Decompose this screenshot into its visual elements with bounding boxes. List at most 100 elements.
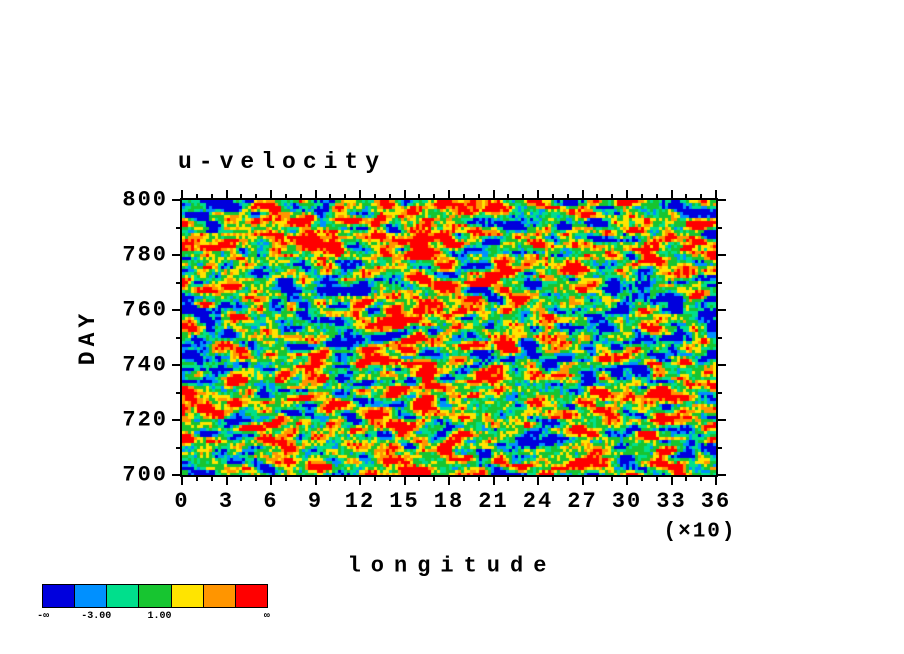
tick-mark	[403, 475, 406, 485]
tick-mark	[240, 194, 243, 200]
tick-mark	[388, 475, 391, 481]
tick-mark	[433, 194, 436, 200]
tick-mark	[270, 190, 272, 200]
x-tick-label: 0	[174, 489, 190, 514]
colorbar-segment	[43, 585, 76, 607]
tick-mark	[522, 475, 525, 481]
tick-mark	[655, 194, 658, 200]
x-tick-label: 6	[263, 489, 279, 514]
tick-mark	[373, 475, 376, 481]
tick-mark	[359, 190, 361, 200]
tick-mark	[181, 190, 183, 200]
plot-area: 800 780 760 740 720 700 0 3 6 9 12 15 18 21 24 27 30 33 36	[122, 188, 729, 515]
tick-mark	[626, 475, 628, 485]
y-tick-label: 800	[122, 187, 168, 213]
colorbar-label: 1.00	[147, 611, 172, 622]
tick-mark	[670, 475, 673, 485]
x-tick-label: 30	[611, 489, 643, 514]
tick-mark	[715, 190, 717, 200]
tick-mark	[716, 446, 722, 449]
y-axis-title: DAY	[75, 308, 101, 366]
tick-mark	[172, 254, 182, 256]
x-tick-label: 15	[389, 489, 420, 514]
tick-mark	[640, 475, 643, 481]
tick-mark	[716, 281, 722, 284]
tick-mark	[176, 446, 182, 449]
tick-mark	[314, 190, 317, 200]
tick-mark	[700, 194, 703, 200]
tick-mark	[581, 190, 584, 200]
tick-mark	[344, 475, 347, 481]
tick-mark	[172, 364, 182, 366]
tick-mark	[172, 309, 182, 311]
tick-mark	[448, 475, 450, 485]
tick-mark	[716, 364, 726, 366]
tick-mark	[700, 475, 703, 481]
tick-mark	[492, 190, 495, 200]
tick-mark	[716, 309, 726, 311]
tick-mark	[403, 190, 406, 200]
tick-mark	[299, 194, 302, 200]
y-tick-label: 740	[122, 352, 168, 378]
tick-mark	[581, 475, 584, 485]
tick-mark	[284, 194, 287, 200]
tick-mark	[418, 475, 421, 481]
tick-mark	[596, 475, 599, 481]
tick-mark	[240, 475, 243, 481]
tick-mark	[537, 475, 539, 485]
colorbar-label: -∞	[37, 611, 50, 622]
tick-mark	[566, 475, 569, 481]
tick-mark	[225, 190, 228, 200]
tick-mark	[270, 475, 272, 485]
colorbar-label: -3.00	[81, 611, 112, 622]
x-tick-label: 27	[567, 489, 598, 514]
tick-mark	[716, 336, 722, 339]
tick-mark	[507, 475, 510, 481]
tick-mark	[626, 190, 628, 200]
y-tick-label: 700	[122, 462, 168, 488]
tick-mark	[462, 475, 465, 481]
colorbar-segment	[107, 585, 140, 607]
tick-mark	[551, 194, 554, 200]
tick-mark	[716, 226, 722, 229]
tick-mark	[176, 281, 182, 284]
colorbar-segment	[235, 585, 267, 607]
tick-mark	[685, 194, 688, 200]
x-tick-label: 18	[433, 489, 465, 514]
tick-mark	[210, 475, 213, 481]
tick-mark	[433, 475, 436, 481]
colorbar-segment	[139, 585, 172, 607]
tick-mark	[522, 194, 525, 200]
tick-mark	[551, 475, 554, 481]
tick-mark	[611, 475, 614, 481]
tick-mark	[359, 475, 361, 485]
tick-mark	[507, 194, 510, 200]
x-tick-label: 12	[344, 489, 376, 514]
tick-mark	[716, 419, 726, 421]
tick-mark	[172, 419, 182, 421]
x-tick-label: 33	[656, 489, 687, 514]
tick-mark	[344, 194, 347, 200]
tick-mark	[373, 194, 376, 200]
tick-mark	[596, 194, 599, 200]
x-tick-label: 3	[218, 489, 235, 514]
x-tick-label: 21	[478, 489, 509, 514]
tick-mark	[611, 194, 614, 200]
colorbar-segment	[171, 585, 204, 607]
tick-mark	[716, 391, 722, 394]
tick-mark	[255, 475, 258, 481]
tick-mark	[715, 475, 717, 485]
tick-mark	[314, 475, 317, 485]
tick-mark	[655, 475, 658, 481]
tick-mark	[477, 475, 480, 481]
tick-mark	[388, 194, 391, 200]
x-tick-label: 36	[700, 489, 732, 514]
tick-mark	[195, 475, 198, 481]
x-tick-label: 9	[307, 489, 324, 514]
tick-mark	[477, 194, 480, 200]
tick-mark	[329, 194, 332, 200]
tick-mark	[210, 194, 213, 200]
tick-mark	[462, 194, 465, 200]
tick-mark	[685, 475, 688, 481]
